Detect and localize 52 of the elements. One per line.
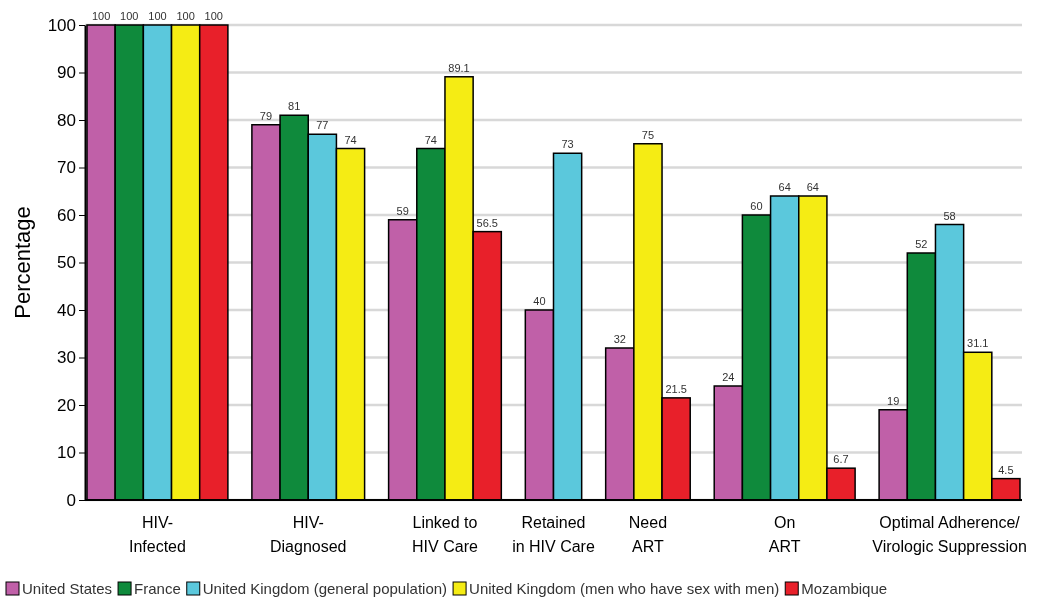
data-label: 19 [887, 394, 900, 407]
data-label: 24 [722, 371, 735, 383]
legend-label: France [134, 580, 181, 597]
y-tick-label: 90 [57, 63, 76, 83]
y-tick-label: 20 [57, 395, 76, 415]
legend-label: United States [22, 580, 113, 597]
legend-label: United Kingdom (general population) [202, 580, 448, 597]
data-label: 100 [120, 10, 139, 22]
data-label: 81 [288, 100, 301, 113]
data-label: 58 [943, 209, 956, 222]
x-tick-label: Linked to HIV Care [412, 514, 478, 555]
data-label: 100 [91, 10, 111, 22]
y-tick-label: 60 [57, 205, 76, 225]
y-tick-label: 80 [57, 110, 76, 130]
y-tick-label: 100 [47, 15, 76, 35]
x-tick-label: Retained in HIV Care [512, 514, 595, 555]
y-tick-label: 50 [57, 253, 76, 273]
data-label: 75 [641, 128, 655, 141]
data-label: 59 [396, 204, 409, 217]
data-label: 89.1 [448, 61, 470, 74]
legend-label: Mozambique [801, 580, 888, 597]
y-tick-label: 70 [57, 158, 76, 178]
data-label: 6.7 [833, 453, 849, 466]
data-label: 100 [148, 10, 167, 22]
data-label: 4.5 [998, 463, 1014, 476]
legend-label: United Kingdom (men who have sex with men) [469, 580, 780, 597]
data-label: 74 [424, 133, 437, 146]
data-label: 79 [259, 109, 273, 122]
data-label: 52 [915, 238, 928, 250]
x-tick-label: Need ART [628, 514, 668, 555]
y-tick-label: 40 [57, 300, 76, 320]
x-tick-label: Optimal Adherence/ Virologic Suppression [872, 514, 1027, 555]
data-label: 100 [204, 10, 223, 22]
data-label: 21.5 [665, 382, 687, 395]
data-label: 73 [561, 138, 574, 151]
x-tick-label: HIV- Diagnosed [270, 514, 347, 555]
data-label: 31.1 [967, 337, 989, 350]
data-label: 74 [344, 133, 357, 146]
data-label: 64 [778, 181, 791, 193]
data-label: 100 [176, 10, 195, 22]
data-label: 32 [613, 333, 626, 345]
data-label: 60 [750, 200, 763, 212]
data-label: 64 [806, 181, 819, 193]
y-axis-title: Percentage [10, 206, 35, 319]
data-label: 56.5 [476, 216, 498, 229]
data-label: 77 [316, 119, 329, 132]
x-tick-label: On ART [768, 514, 801, 555]
y-tick-label: 10 [57, 443, 76, 463]
y-tick-label: 0 [66, 490, 76, 510]
data-label: 40 [533, 295, 546, 307]
y-tick-label: 30 [57, 348, 76, 368]
x-tick-label: HIV- Infected [128, 514, 186, 555]
